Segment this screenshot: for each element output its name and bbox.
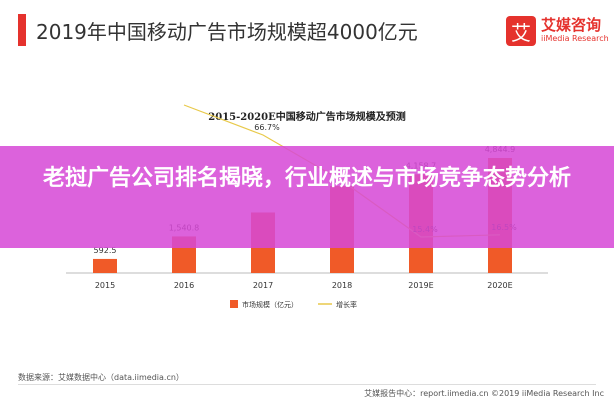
x-tick-label: 2018 (332, 281, 352, 290)
legend-label-bar: 市场规模（亿元） (242, 300, 298, 309)
bar-value-label: 592.5 (94, 246, 117, 255)
legend-label-line: 增长率 (336, 300, 357, 309)
bar-2015 (93, 258, 117, 273)
rate-value-label: 66.7% (254, 123, 280, 132)
x-tick-label: 2020E (487, 281, 512, 290)
chart-title: 2015-2020E中国移动广告市场规模及预测 (208, 112, 406, 123)
x-tick-label: 2019E (408, 281, 433, 290)
title-accent-bar (18, 14, 26, 46)
data-source: 数据来源：艾媒数据中心（data.iimedia.cn） (18, 373, 184, 382)
headline-text: 老挝广告公司排名揭晓，行业概述与市场竞争态势分析 (42, 166, 571, 191)
headline-banner (0, 146, 614, 248)
x-tick-label: 2015 (95, 281, 115, 290)
iimedia-logo-icon: 艾 (506, 16, 536, 46)
legend-swatch-bar (230, 300, 238, 308)
logo-name-cn: 艾媒咨询 (541, 16, 602, 34)
footer-credit: 艾媒报告中心：report.iimedia.cn ©2019 iiMedia R… (364, 389, 604, 398)
logo-name-en: iiMedia Research (541, 34, 609, 43)
footer-divider (18, 384, 596, 385)
page-title: 2019年中国移动广告市场规模超4000亿元 (36, 20, 418, 44)
x-tick-label: 2017 (253, 281, 273, 290)
x-tick-label: 2016 (174, 281, 194, 290)
